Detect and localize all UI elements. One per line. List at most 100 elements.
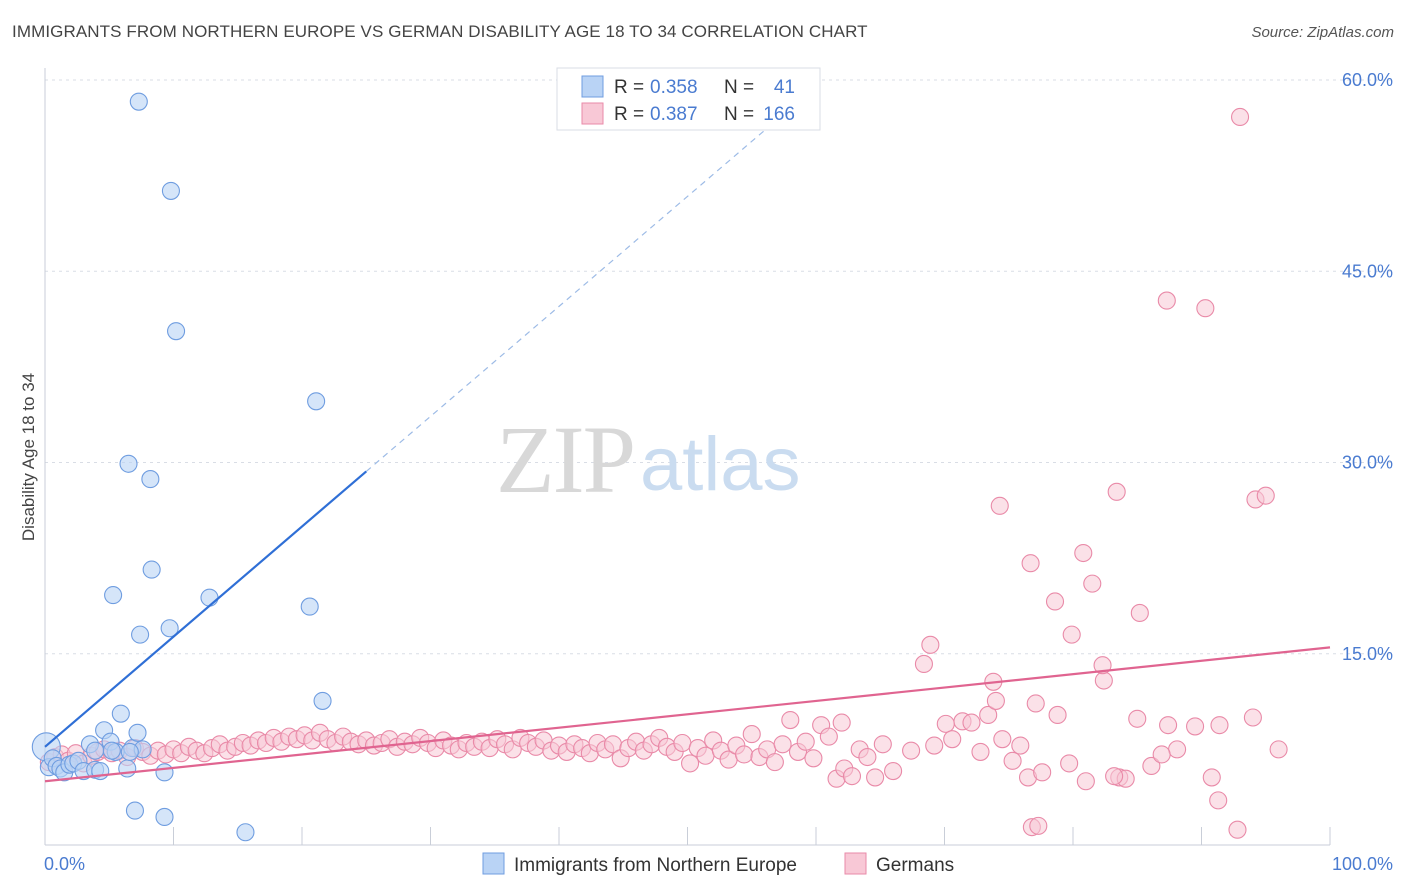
immigrants-point-40 <box>236 823 255 842</box>
legend-r-value-1: 0.358 <box>650 77 698 98</box>
germans-point-128 <box>1094 671 1113 690</box>
watermark-atlas: atlas <box>640 422 801 507</box>
y-tick-label-0: 15.0% <box>1342 644 1393 664</box>
germans-point-127 <box>1076 772 1095 791</box>
germans-point-107 <box>858 747 877 767</box>
bottom-legend-swatch-blue <box>482 852 505 875</box>
germans-point-126 <box>1060 754 1079 773</box>
germans-point-110 <box>832 713 851 732</box>
germans-point-116 <box>962 713 981 732</box>
germans-point-159 <box>1186 717 1205 736</box>
germans-point-141 <box>1045 592 1065 611</box>
germans-point-109 <box>873 735 892 754</box>
germans-point-124 <box>1033 763 1052 782</box>
immigrants-point-26 <box>142 560 161 579</box>
chart-title: IMMIGRANTS FROM NORTHERN EUROPE VS GERMA… <box>12 22 868 41</box>
germans-point-132 <box>1142 756 1161 776</box>
immigrants-point-32 <box>307 392 326 411</box>
germans-point-108 <box>866 768 885 787</box>
germans-point-157 <box>1105 767 1124 786</box>
immigrants-point-17 <box>118 759 137 778</box>
germans-point-146 <box>1107 482 1126 501</box>
immigrants-point-31 <box>167 322 186 341</box>
germans-point-97 <box>781 710 800 730</box>
immigrants-point-23 <box>120 742 139 761</box>
x-tick-labels: 0.0% 100.0% <box>44 854 1393 874</box>
germans-point-112 <box>921 635 940 654</box>
legend-swatch-blue <box>581 75 604 98</box>
immigrants-point-27 <box>104 586 123 605</box>
germans-point-148 <box>1157 291 1176 310</box>
immigrants-point-34 <box>129 92 148 111</box>
y-tick-label-3: 60.0% <box>1342 70 1393 90</box>
legend-n-label-2: N = <box>724 104 754 125</box>
axes <box>44 68 1331 846</box>
germans-point-162 <box>971 742 990 761</box>
germans-point-140 <box>1021 554 1040 573</box>
bottom-legend-label-immigrants: Immigrants from Northern Europe <box>514 855 797 876</box>
x-tick-label-1: 100.0% <box>1332 854 1393 874</box>
germans-point-133 <box>1159 716 1178 735</box>
germans-point-117 <box>979 705 998 725</box>
germans-point-121 <box>1011 736 1030 755</box>
grid-lines <box>45 79 1395 655</box>
immigrants-point-39 <box>155 807 174 827</box>
germans-point-86 <box>696 746 715 765</box>
germans-point-134 <box>1168 740 1187 759</box>
y-tick-labels: 15.0% 30.0% 45.0% 60.0% <box>1342 70 1393 664</box>
y-tick-label-2: 45.0% <box>1342 261 1393 281</box>
germans-point-142 <box>1062 625 1081 644</box>
immigrants-point-37 <box>155 763 174 782</box>
x-tick-label-0: 0.0% <box>44 854 85 874</box>
germans-point-158 <box>1152 745 1171 764</box>
germans-point-119 <box>993 730 1012 749</box>
germans-point-152 <box>1256 486 1275 505</box>
bottom-legend-label-germans: Germans <box>876 855 954 876</box>
germans-point-144 <box>1083 574 1102 593</box>
germans-point-137 <box>1243 708 1262 727</box>
germans-point-139 <box>990 496 1009 515</box>
germans-point-91 <box>734 745 754 764</box>
legend-n-value-2: 166 <box>763 104 795 125</box>
germans-point-131 <box>1128 709 1147 728</box>
germans-point-100 <box>804 749 823 768</box>
germans-trend-line <box>44 646 1331 783</box>
y-axis-label: Disability Age 18 to 34 <box>19 373 38 541</box>
immigrants-point-24 <box>131 625 150 644</box>
germans-point-155 <box>1209 791 1228 810</box>
immigrants-point-29 <box>119 454 138 473</box>
germans-point-136 <box>1210 716 1229 735</box>
source-label: Source: ZipAtlas.com <box>1251 24 1394 41</box>
legend-n-value-1: 41 <box>774 77 795 98</box>
immigrants-point-21 <box>86 741 105 760</box>
immigrants-trend-line <box>44 470 367 748</box>
immigrants-point-25 <box>160 619 179 638</box>
germans-point-95 <box>765 753 784 772</box>
legend-swatch-pink <box>581 102 604 125</box>
immigrants-point-33 <box>161 181 180 200</box>
legend-r-value-2: 0.387 <box>650 104 698 125</box>
germans-point-143 <box>1074 543 1093 563</box>
germans-point-156 <box>1228 820 1247 839</box>
watermark-zip: ZIP <box>496 406 634 513</box>
germans-point-145 <box>1093 656 1112 675</box>
immigrants-point-22 <box>102 741 121 760</box>
germans-point-102 <box>819 727 838 746</box>
germans-point-123 <box>1026 694 1045 713</box>
germans-point-111 <box>914 654 933 674</box>
immigrants-point-28 <box>200 588 219 607</box>
legend: R = 0.358 N = 41 R = 0.387 N = 166 <box>556 67 821 131</box>
watermark: ZIP atlas <box>496 406 801 513</box>
germans-point-105 <box>842 767 862 786</box>
bottom-legend-swatch-pink <box>844 852 867 875</box>
germans-point-114 <box>943 730 962 749</box>
immigrants-point-38 <box>125 801 144 820</box>
germans-point-164 <box>884 761 903 781</box>
germans-point-99 <box>796 732 815 751</box>
immigrants-point-16 <box>111 704 130 723</box>
germans-point-161 <box>925 736 944 755</box>
legend-n-label-1: N = <box>724 77 754 98</box>
germans-point-113 <box>936 714 955 733</box>
germans-point-120 <box>1003 751 1022 770</box>
immigrants-point-30 <box>141 470 160 489</box>
